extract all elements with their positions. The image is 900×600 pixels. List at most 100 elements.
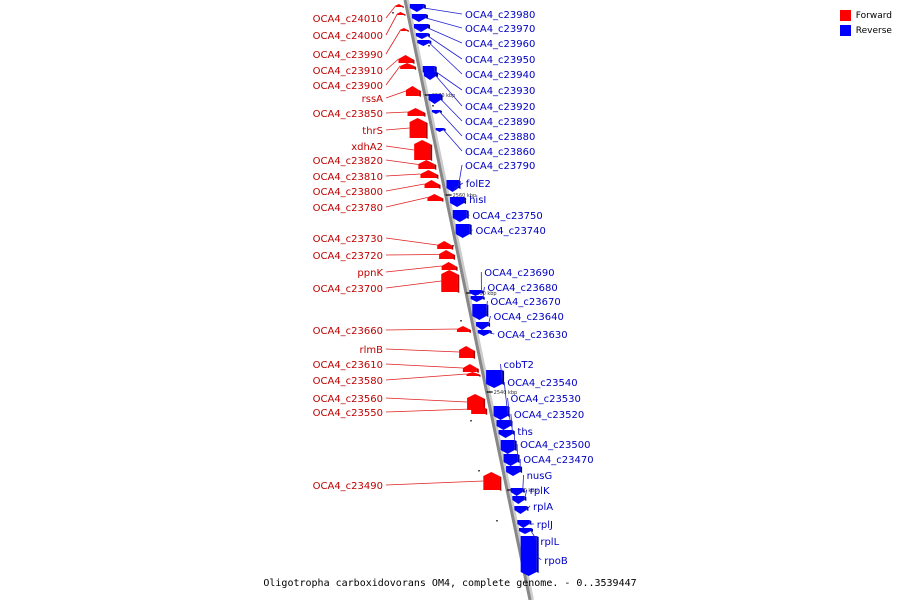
forward-gene[interactable] [420, 170, 437, 178]
forward-gene-shade [451, 245, 454, 250]
reverse-gene[interactable] [409, 4, 424, 12]
forward-gene-shade [430, 144, 433, 161]
reverse-gene[interactable] [476, 322, 489, 330]
reverse-swatch [839, 25, 851, 36]
kbp-tick-label: 2560 kbp [453, 193, 477, 199]
forward-gene[interactable] [395, 4, 402, 7]
forward-gene-shade [457, 274, 460, 293]
reverse-gene[interactable] [415, 33, 428, 39]
forward-gene[interactable] [409, 118, 426, 138]
forward-label-line [385, 254, 440, 256]
feature-marker [392, 12, 394, 14]
reverse-gene-shade [428, 24, 430, 29]
forward-gene[interactable] [437, 241, 452, 249]
reverse-gene[interactable] [519, 528, 531, 534]
reverse-gene[interactable] [431, 110, 440, 114]
forward-gene[interactable] [398, 55, 413, 63]
forward-gene[interactable] [397, 12, 404, 15]
reverse-gene[interactable] [477, 330, 490, 336]
reverse-gene[interactable] [520, 536, 537, 576]
reverse-gene[interactable] [510, 488, 523, 496]
reverse-gene[interactable] [517, 520, 530, 528]
forward-label-line [385, 397, 468, 403]
reverse-gene[interactable] [424, 72, 436, 80]
reverse-gene[interactable] [469, 290, 482, 296]
reverse-gene[interactable] [486, 370, 503, 388]
forward-label-line [385, 65, 401, 86]
forward-gene-shade [412, 59, 415, 64]
forward-gene-label: OCA4_c23990 [313, 50, 383, 61]
reverse-label-line [507, 397, 511, 426]
reverse-gene[interactable] [428, 94, 441, 104]
genome-caption: Oligotropha carboxidovorans OM4, complet… [263, 578, 637, 589]
forward-gene[interactable] [405, 86, 419, 96]
reverse-gene[interactable] [472, 304, 487, 320]
forward-gene-label: OCA4_c23720 [313, 251, 383, 262]
reverse-gene[interactable] [503, 454, 518, 466]
forward-gene-label: ppnK [357, 268, 383, 279]
forward-gene-label: OCA4_c23580 [313, 376, 383, 387]
reverse-gene[interactable] [470, 296, 483, 302]
forward-label-line [385, 13, 398, 36]
reverse-gene-shade [517, 454, 520, 463]
reverse-gene-label: OCA4_c23980 [465, 10, 535, 21]
forward-gene[interactable] [439, 250, 454, 259]
label-line-layer [385, 5, 542, 561]
forward-gene[interactable] [441, 262, 456, 270]
forward-gene[interactable] [456, 326, 469, 332]
reverse-gene-label: OCA4_c23740 [476, 226, 546, 237]
forward-gene[interactable] [441, 270, 458, 292]
reverse-gene-label: folE2 [466, 179, 491, 190]
forward-gene[interactable] [462, 364, 477, 372]
reverse-gene[interactable] [493, 406, 508, 420]
legend-label-forward: Forward [855, 10, 892, 21]
reverse-gene[interactable] [414, 24, 428, 32]
forward-gene-label: OCA4_c23850 [313, 109, 383, 120]
forward-gene-shade [418, 90, 421, 97]
forward-gene-label: OCA4_c23820 [313, 156, 383, 167]
legend-label-reverse: Reverse [855, 25, 892, 36]
forward-gene[interactable] [414, 140, 431, 160]
reverse-gene-shade [536, 536, 539, 573]
reverse-gene-label: OCA4_c23880 [465, 132, 535, 143]
forward-gene-label: OCA4_c23800 [313, 187, 383, 198]
forward-label-line [385, 29, 402, 55]
reverse-gene[interactable] [496, 420, 511, 430]
reverse-label-line [443, 129, 463, 152]
forward-gene[interactable] [427, 194, 442, 201]
reverse-gene[interactable] [498, 430, 513, 438]
reverse-gene[interactable] [512, 496, 525, 504]
forward-gene[interactable] [424, 180, 439, 188]
reverse-gene[interactable] [411, 14, 426, 22]
reverse-gene[interactable] [417, 40, 430, 46]
legend-item-reverse: Reverse [839, 23, 892, 38]
feature-marker [460, 320, 462, 322]
forward-gene[interactable] [459, 346, 474, 358]
forward-gene-shade [468, 329, 471, 333]
reverse-gene-label: rpoB [544, 556, 568, 567]
reverse-gene-shade [481, 290, 484, 294]
forward-gene[interactable] [466, 372, 479, 376]
forward-label-line [385, 265, 442, 273]
forward-gene-label: thrS [362, 126, 383, 137]
reverse-gene[interactable] [450, 197, 465, 207]
forward-label-line [385, 58, 399, 71]
forward-gene[interactable] [400, 28, 407, 31]
forward-gene[interactable] [418, 160, 435, 169]
reverse-gene[interactable] [448, 188, 455, 190]
reverse-gene[interactable] [452, 210, 467, 222]
forward-label-line [385, 408, 472, 413]
reverse-gene-label: OCA4_c23470 [523, 455, 593, 466]
reverse-gene[interactable] [506, 466, 521, 476]
reverse-gene[interactable] [435, 128, 444, 132]
reverse-gene-shade [469, 224, 472, 235]
forward-gene[interactable] [407, 108, 424, 116]
reverse-gene[interactable] [500, 440, 515, 454]
reverse-gene[interactable] [514, 506, 527, 514]
forward-gene[interactable] [400, 63, 415, 69]
forward-gene[interactable] [471, 404, 486, 414]
forward-gene[interactable] [483, 472, 500, 490]
forward-label-line [385, 127, 410, 131]
reverse-gene[interactable] [455, 224, 470, 238]
